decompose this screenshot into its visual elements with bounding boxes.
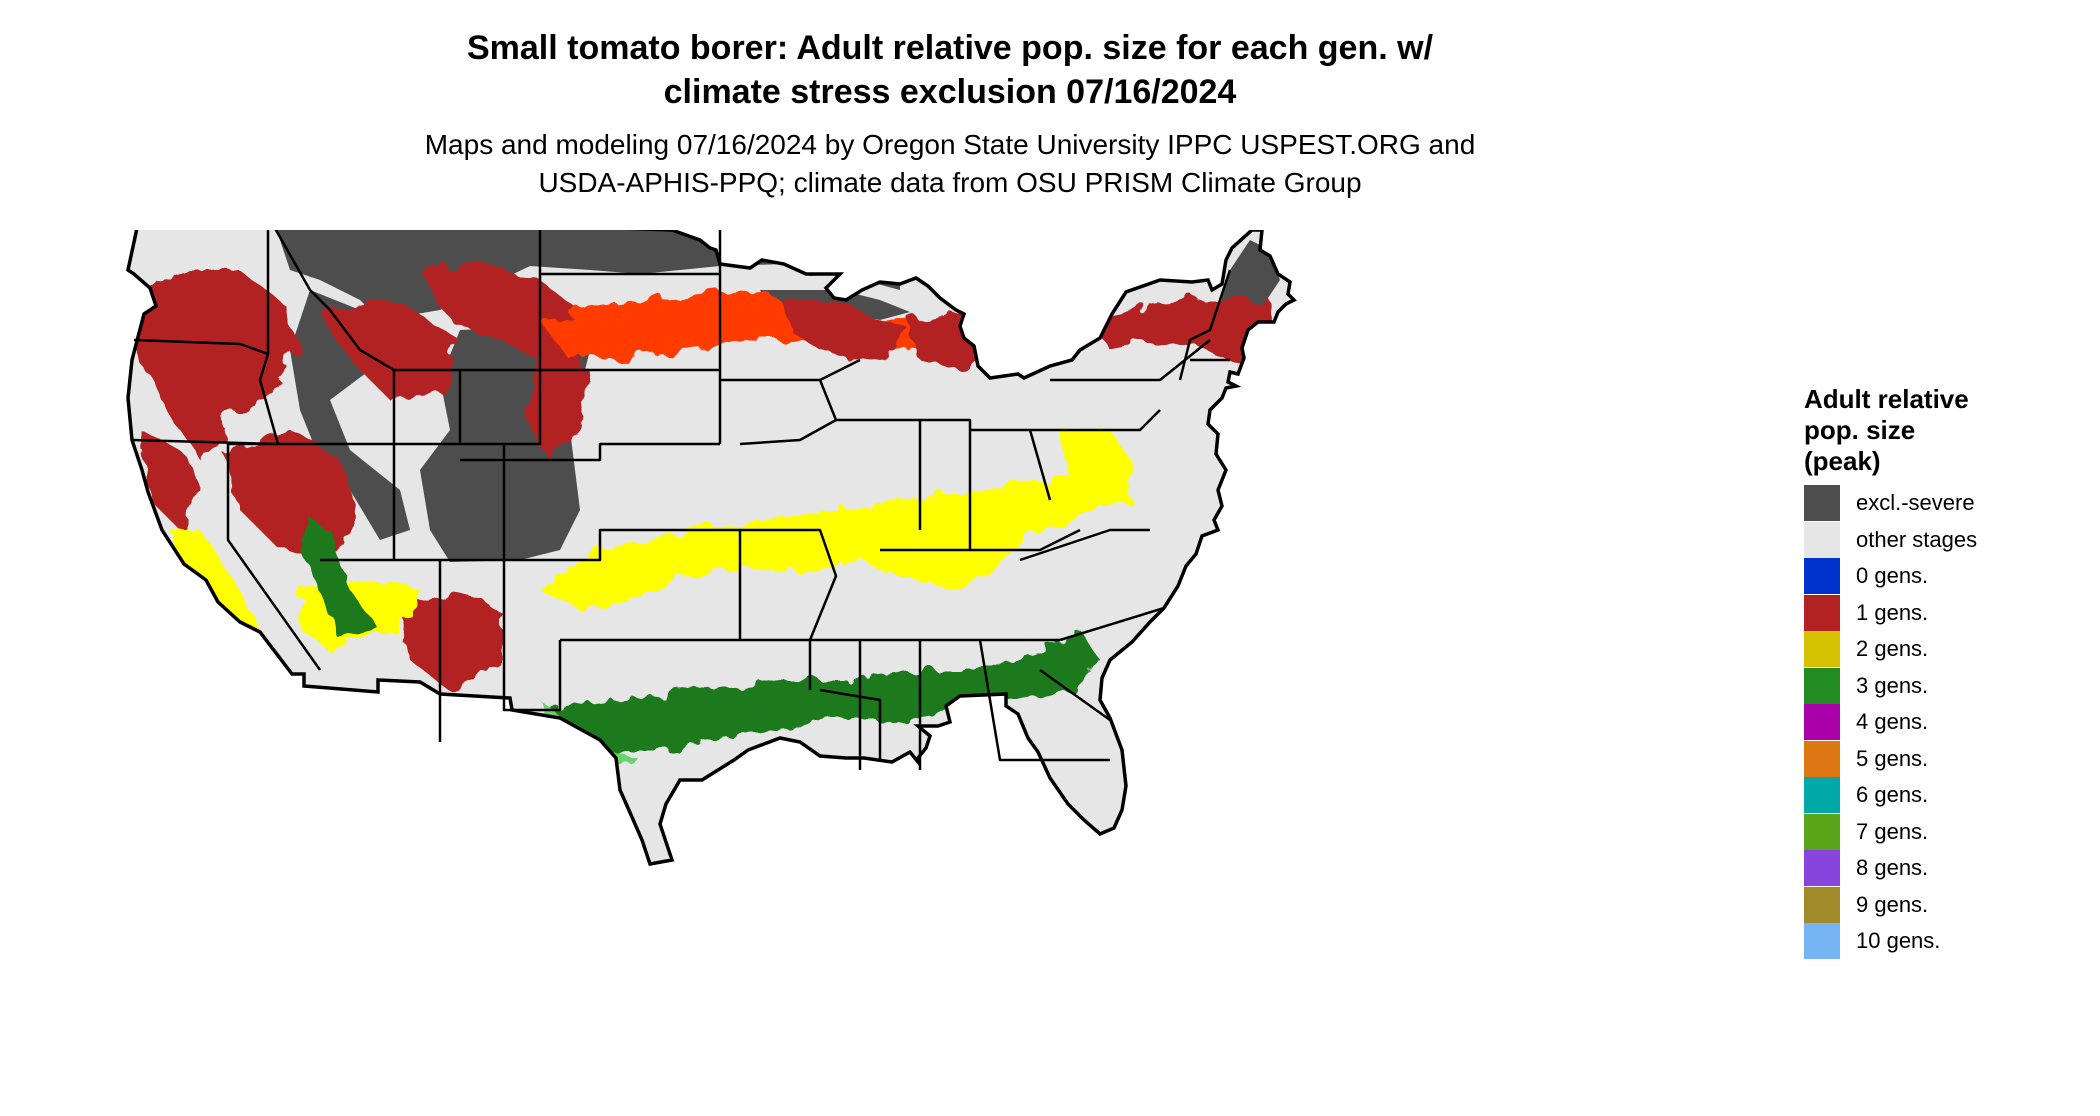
legend-swatch	[1804, 923, 1840, 959]
page-subtitle: Maps and modeling 07/16/2024 by Oregon S…	[0, 126, 1900, 202]
legend-swatch	[1804, 813, 1840, 850]
legend-item: 0 gens.	[1804, 556, 1969, 594]
legend-label: 7 gens.	[1856, 818, 1929, 844]
title-line-2: climate stress exclusion 07/16/2024	[663, 73, 1237, 111]
border-va-nc-sc	[1019, 528, 1165, 722]
legend-swatch	[1804, 886, 1840, 923]
legend-swatch	[1804, 740, 1840, 777]
border-id-mt	[274, 230, 396, 444]
border-ar-la	[819, 688, 882, 760]
legend-label: 4 gens.	[1856, 709, 1929, 734]
legend-label: 5 gens.	[1856, 745, 1929, 771]
legend-title-line-3: (peak)	[1804, 446, 1881, 476]
border-wi-il-in	[819, 358, 972, 550]
legend-label: 10 gens.	[1856, 928, 1941, 953]
legend-label: 8 gens.	[1856, 855, 1929, 880]
legend-label: 9 gens.	[1856, 891, 1929, 917]
title-line-1: Small tomato borer: Adult relative pop. …	[466, 29, 1434, 67]
two-gen-mid-atlantic	[1060, 430, 1130, 490]
border-id-wa-or	[258, 230, 280, 445]
subtitle-line-2: USDA-APHIS-PPQ; climate data from OSU PR…	[538, 167, 1362, 198]
legend: Adult relative pop. size (peak) excl.-se…	[1804, 384, 1977, 959]
map-layers	[130, 230, 1280, 1088]
three-gen-arizona	[300, 520, 380, 640]
legend-item: 5 gens.	[1804, 739, 1969, 777]
legend-label: 2 gens.	[1856, 636, 1929, 661]
four-gen-south-florida	[970, 952, 1032, 1036]
state-borders	[131, 230, 1232, 770]
excluded-idaho-utah	[290, 290, 410, 540]
legend-label: excl.-severe	[1856, 490, 1975, 515]
legend-item: 4 gens.	[1804, 702, 1969, 740]
border-tx-nm	[502, 560, 562, 712]
legend-swatch	[1804, 850, 1840, 886]
legend-swatch	[1804, 558, 1840, 594]
legend-item: 9 gens.	[1804, 885, 1969, 923]
legend-label: 1 gens.	[1856, 599, 1929, 625]
border-ca-nv	[226, 444, 322, 671]
legend-label: 3 gens.	[1856, 672, 1929, 698]
subtitle-line-1: Maps and modeling 07/16/2024 by Oregon S…	[424, 129, 1476, 160]
legend-items: excl.-severe other stages 0 gens. 1 gens. 2 …	[1804, 483, 1977, 959]
legend-item: other stages	[1804, 520, 1977, 558]
legend-label: 0 gens.	[1856, 563, 1929, 588]
legend-item: 6 gens.	[1804, 775, 1969, 813]
border-ms-al-ga	[858, 639, 1110, 770]
border-wy-co-ut	[394, 370, 542, 446]
legend-swatch	[1804, 777, 1840, 813]
one-gen-montana-dakota	[420, 260, 590, 380]
legend-title-line-1: Adult relative	[1804, 384, 1969, 414]
one-gen-colorado-front	[530, 360, 590, 460]
page-title: Small tomato borer: Adult relative pop. …	[0, 26, 1900, 114]
one-gen-new-mexico	[400, 590, 500, 690]
border-nd-sd-ne	[460, 272, 720, 462]
one-gen-pacific-northwest	[130, 270, 300, 460]
legend-swatch	[1804, 594, 1840, 631]
excluded-lake-superior-shore	[760, 290, 910, 320]
one-gen-northern-rockies	[320, 300, 460, 400]
legend-swatch	[1804, 704, 1840, 740]
legend-title-line-2: pop. size	[1804, 415, 1916, 445]
one-gen-areas	[130, 260, 1280, 690]
legend-item: 2 gens.	[1804, 629, 1969, 667]
five-gen-florida-keys	[1000, 1076, 1030, 1088]
legend-item: 8 gens.	[1804, 848, 1969, 886]
border-pa-ny	[1030, 339, 1211, 432]
four-gen-south-texas	[598, 930, 672, 1020]
legend-swatch	[1804, 631, 1840, 667]
legend-item: 1 gens.	[1804, 593, 1969, 631]
us-map	[126, 230, 1296, 1088]
one-gen-wisconsin-michigan	[780, 300, 910, 360]
border-new-england	[1178, 269, 1232, 381]
legend-swatch	[1804, 521, 1840, 558]
legend-label: 6 gens.	[1856, 782, 1929, 807]
four-gen-areas	[598, 930, 1032, 1036]
legend-item: 3 gens.	[1804, 666, 1969, 704]
legend-item: excl.-severe	[1804, 483, 1975, 521]
legend-item: 7 gens.	[1804, 812, 1969, 850]
legend-label: other stages	[1856, 526, 1978, 552]
legend-swatch	[1804, 667, 1840, 704]
legend-item: 10 gens.	[1804, 921, 1969, 959]
one-gen-california-coast	[140, 430, 200, 530]
border-wa-or	[133, 338, 269, 356]
one-gen-northern-plains-band	[540, 290, 950, 360]
legend-title: Adult relative pop. size (peak)	[1804, 384, 1969, 477]
legend-swatch	[1804, 485, 1840, 521]
one-gen-new-england	[1090, 300, 1280, 360]
two-gen-midwest-band	[540, 460, 1130, 610]
